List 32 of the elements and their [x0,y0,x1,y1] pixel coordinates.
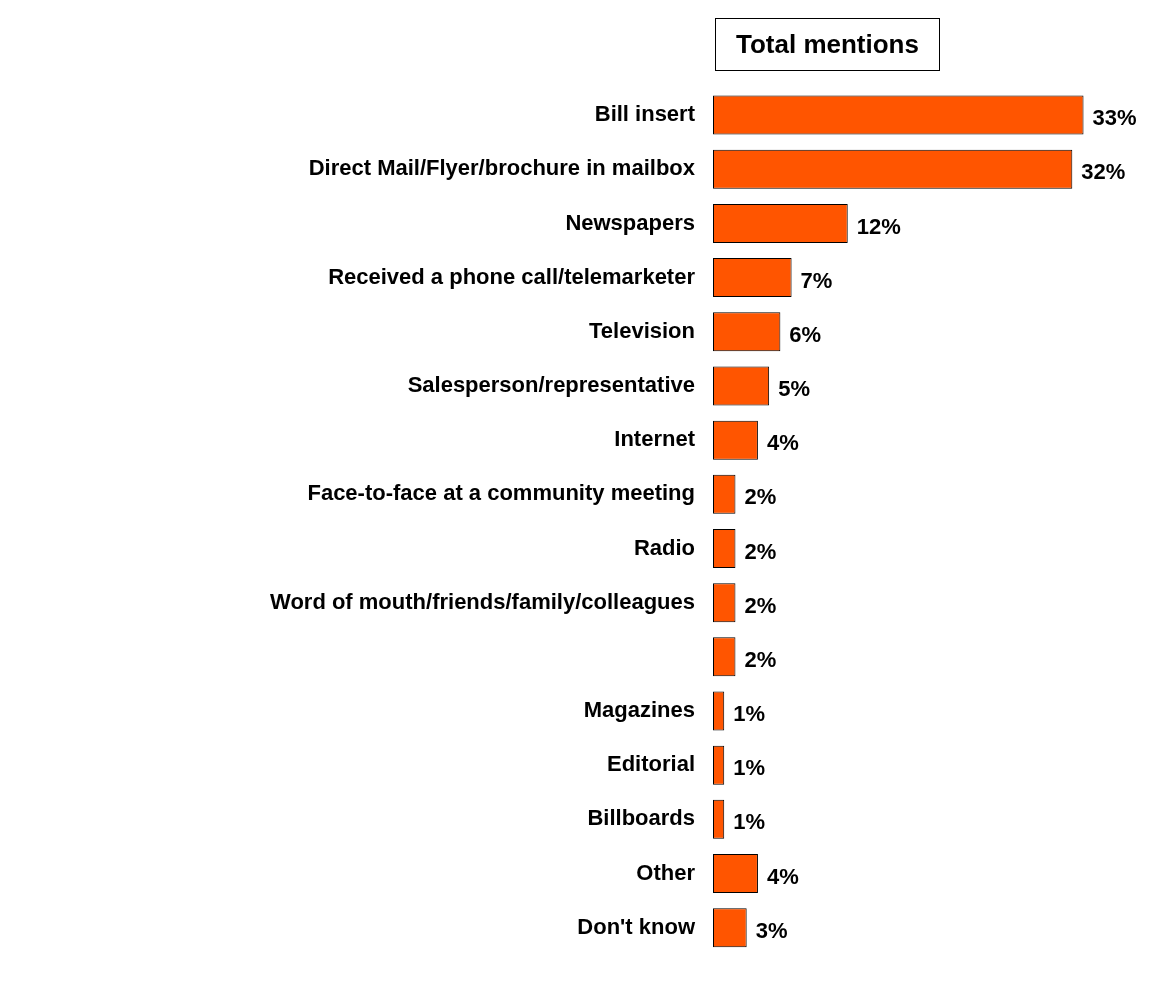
data-label: 1% [733,701,766,727]
data-label: 1% [733,755,766,781]
data-label: 4% [766,863,799,889]
data-label: 2% [744,646,777,672]
data-label: 32% [1081,159,1126,185]
data-label: 5% [778,376,810,402]
y-tick-label: Other [636,859,696,885]
data-label: 12% [856,213,901,239]
y-tick-label: Salesperson/representative [407,372,695,398]
data-label: 6% [789,321,822,347]
y-tick-label: Don't know [577,913,696,939]
y-tick-label: Received a phone call/telemarketer [328,263,696,289]
data-label: 4% [766,430,799,456]
data-label: 7% [800,267,833,293]
data-label: 2% [744,484,777,510]
y-tick-label: Direct Mail/Flyer/brochure in mailbox [308,155,696,181]
y-tick-label: Television [589,317,695,343]
y-tick-label: Billboards [587,805,695,831]
y-tick-label: Word of mouth/friends/family/colleagues [270,588,695,614]
data-label: 2% [744,538,777,564]
y-tick-label: Newspapers [565,209,695,235]
chart-title: Total mentions [715,18,940,71]
y-tick-label: Radio [633,534,695,560]
y-tick-label: Internet [614,426,696,452]
data-label: 1% [733,809,766,835]
data-label: 3% [755,917,788,943]
data-label: 2% [744,592,777,618]
y-tick-label: Bill insert [594,101,696,127]
y-tick-label: Face-to-face at a community meeting [307,480,695,506]
y-tick-label: Magazines [583,697,695,723]
data-label: 33% [1092,105,1137,131]
y-tick-label: Editorial [606,751,695,777]
